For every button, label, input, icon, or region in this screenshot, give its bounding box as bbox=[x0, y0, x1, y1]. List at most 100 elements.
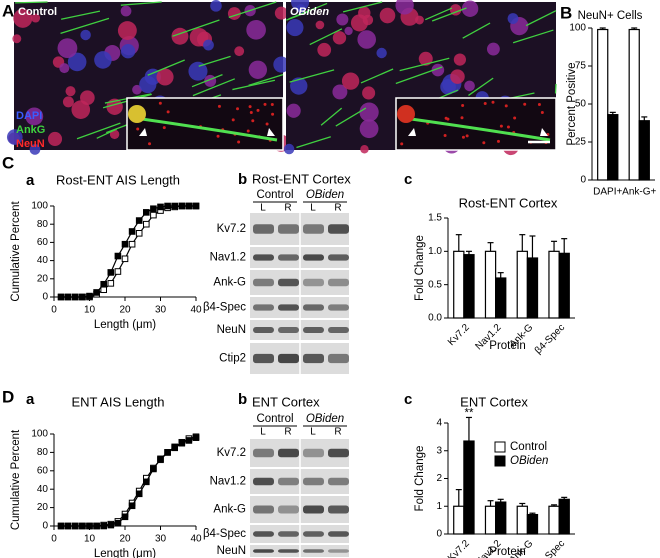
blot-band bbox=[328, 531, 349, 537]
bar bbox=[597, 28, 609, 181]
blot-band bbox=[303, 353, 324, 364]
lane-label: L bbox=[310, 427, 316, 438]
panel-label: B bbox=[560, 3, 572, 22]
blot-band bbox=[253, 304, 274, 311]
bar bbox=[484, 505, 497, 535]
y-axis-label: Cumulative Percent bbox=[10, 429, 22, 530]
cell bbox=[71, 100, 91, 119]
legend-label: OBiden bbox=[510, 455, 548, 467]
cell bbox=[246, 20, 266, 40]
cell bbox=[376, 47, 387, 59]
panel-label: a bbox=[26, 391, 35, 408]
arrowhead bbox=[540, 128, 548, 136]
cell bbox=[453, 53, 466, 66]
y-axis-label: Cumulative Percent bbox=[10, 201, 22, 302]
cell bbox=[341, 72, 360, 90]
channel-label: DAPI bbox=[16, 110, 42, 122]
cell bbox=[360, 145, 369, 154]
blot-band bbox=[328, 224, 349, 234]
bar bbox=[516, 505, 528, 535]
blot-band bbox=[303, 224, 324, 234]
chart-title: Rost-ENT Cortex bbox=[459, 195, 558, 210]
chart-title: ENT AIS Length bbox=[72, 394, 165, 409]
marker bbox=[93, 522, 100, 530]
puncta bbox=[499, 124, 503, 128]
y-axis-label: Fold Change bbox=[414, 446, 426, 512]
legend-label: Control bbox=[510, 441, 547, 453]
x-tick-label: β4-Spec bbox=[533, 538, 567, 558]
cell bbox=[283, 143, 295, 155]
cell bbox=[344, 26, 353, 36]
cell bbox=[350, 14, 369, 32]
bar bbox=[453, 250, 465, 319]
blot-band bbox=[278, 531, 299, 537]
y-tick-label: 4 bbox=[436, 418, 442, 429]
bar bbox=[453, 505, 465, 535]
y-tick-label: 100 bbox=[31, 201, 48, 212]
marker bbox=[64, 522, 72, 530]
image-label: OBiden bbox=[290, 6, 329, 18]
axon-segment bbox=[342, 1, 383, 13]
blot-row-label: Kv7.2 bbox=[217, 447, 246, 459]
puncta bbox=[400, 142, 404, 146]
y-axis-label: Percent Positive bbox=[566, 62, 578, 145]
lane-label: R bbox=[334, 427, 341, 438]
puncta bbox=[482, 141, 486, 145]
bar bbox=[558, 252, 570, 319]
axon-segment bbox=[60, 17, 110, 35]
marker bbox=[192, 434, 200, 441]
blot-title: Rost-ENT Cortex bbox=[252, 171, 351, 186]
cell bbox=[507, 13, 519, 24]
marker bbox=[157, 203, 164, 211]
axon-segment bbox=[335, 107, 367, 127]
blot-band bbox=[253, 549, 274, 553]
cell bbox=[273, 56, 290, 73]
marker bbox=[150, 205, 157, 213]
cell bbox=[120, 5, 132, 17]
y-tick-label: 60 bbox=[37, 465, 49, 476]
puncta bbox=[166, 110, 170, 114]
marker bbox=[143, 220, 150, 228]
puncta bbox=[540, 111, 544, 115]
blot-band bbox=[303, 327, 324, 333]
panel-label: c bbox=[404, 391, 412, 408]
y-tick-label: 0.5 bbox=[428, 279, 442, 290]
marker bbox=[128, 240, 136, 248]
x-tick-label: 40 bbox=[190, 305, 202, 316]
marker bbox=[185, 437, 193, 444]
marker bbox=[86, 522, 93, 530]
blot-band bbox=[328, 327, 349, 333]
marker bbox=[121, 240, 129, 248]
marker bbox=[107, 521, 115, 529]
blot-row-label: Kv7.2 bbox=[217, 223, 246, 235]
blot-row-label: β4-Spec bbox=[203, 302, 246, 314]
cell bbox=[357, 30, 376, 49]
puncta bbox=[513, 116, 517, 120]
blot-band bbox=[278, 549, 299, 553]
marker bbox=[171, 444, 178, 452]
axon-segment bbox=[399, 57, 450, 72]
x-tick-label: Kv7.2 bbox=[446, 538, 472, 558]
y-tick-label: 3 bbox=[436, 445, 442, 456]
cell bbox=[12, 34, 22, 44]
cell bbox=[336, 13, 349, 26]
marker bbox=[79, 522, 86, 530]
y-tick-label: 40 bbox=[37, 255, 49, 266]
channel-label: NeuN bbox=[16, 138, 45, 150]
x-tick-label: 10 bbox=[84, 305, 96, 316]
cell bbox=[274, 6, 288, 20]
cell bbox=[395, 0, 414, 15]
marker bbox=[178, 439, 186, 447]
x-axis-label: Protein bbox=[489, 546, 525, 558]
marker bbox=[57, 293, 65, 301]
bar bbox=[558, 498, 570, 535]
y-tick-label: 1 bbox=[436, 501, 442, 512]
bar bbox=[463, 254, 475, 319]
puncta bbox=[461, 103, 465, 107]
puncta bbox=[217, 104, 221, 108]
marker bbox=[100, 286, 108, 294]
y-tick-label: 20 bbox=[37, 502, 49, 513]
blot-band bbox=[328, 505, 349, 514]
puncta bbox=[231, 118, 235, 122]
marker bbox=[107, 280, 115, 287]
